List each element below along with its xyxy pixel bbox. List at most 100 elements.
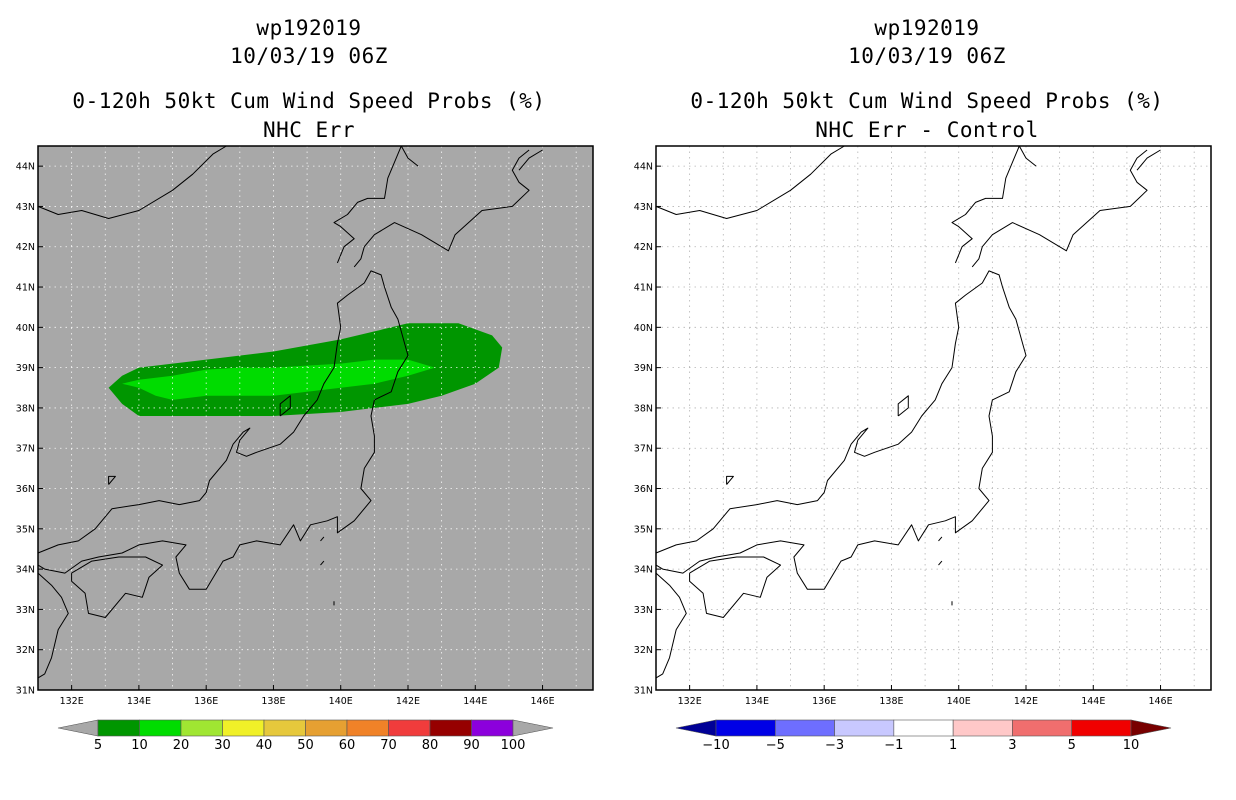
colorbar-label: 50 <box>297 738 314 753</box>
coastline-honshu <box>655 270 1027 590</box>
coastline-hokkaido <box>333 145 402 264</box>
lat-label: 40N <box>634 323 653 334</box>
colorbar-bin <box>388 719 431 737</box>
coastline-primorye <box>37 145 227 219</box>
colorbar-label: 5 <box>94 738 102 753</box>
panel-subtitle: NHC Err - Control <box>815 118 1039 142</box>
lat-label: 39N <box>16 363 35 374</box>
lat-label: 37N <box>634 444 653 455</box>
coastline-sakhalin <box>400 145 419 167</box>
colorbar-bin <box>1012 719 1073 737</box>
lat-label: 37N <box>16 444 35 455</box>
lat-label: 38N <box>634 403 653 414</box>
wind-prob-swath-10-20 <box>122 359 435 400</box>
coastline-primorye <box>655 145 845 219</box>
lat-label: 36N <box>634 484 653 495</box>
lat-label: 32N <box>634 645 653 656</box>
colorbar-label: −10 <box>702 738 729 753</box>
colorbar-label: 1 <box>949 738 957 753</box>
coastline-oki <box>726 475 734 485</box>
lat-label: 42N <box>634 242 653 253</box>
colorbar-label: 40 <box>256 738 273 753</box>
product-title: 0-120h 50kt Cum Wind Speed Probs (%) <box>690 89 1164 113</box>
lat-label: 31N <box>16 686 35 697</box>
coastline-kunashir <box>518 149 543 171</box>
colorbar-label: 60 <box>339 738 356 753</box>
colorbar-label: 10 <box>131 738 148 753</box>
coastline-hokkaido-se <box>971 149 1148 268</box>
colorbar-bin <box>305 719 348 737</box>
lon-label: 140E <box>947 696 971 707</box>
panel-subtitle: NHC Err <box>262 118 355 142</box>
lat-label: 41N <box>16 283 35 294</box>
colorbar-label: 90 <box>463 738 480 753</box>
colorbar-bin <box>774 719 835 737</box>
map-frame <box>37 145 594 691</box>
lat-label: 38N <box>16 403 35 414</box>
colorbar-label: 20 <box>173 738 190 753</box>
lat-label: 35N <box>16 524 35 535</box>
lat-label: 34N <box>16 565 35 576</box>
coastline-izu1 <box>320 536 325 542</box>
colorbar-bin <box>952 719 1013 737</box>
colorbar-bin <box>222 719 265 737</box>
coastline-kyushu <box>655 572 687 679</box>
colorbar-label: 3 <box>1008 738 1016 753</box>
colorbar-low-end <box>675 719 717 737</box>
coastline-hokkaido <box>951 145 1020 264</box>
coastline-kyushu <box>37 572 69 679</box>
lon-label: 138E <box>879 696 903 707</box>
colorbar-bin <box>834 719 895 737</box>
lon-label: 140E <box>329 696 353 707</box>
lat-label: 31N <box>634 686 653 697</box>
lat-label: 44N <box>634 162 653 173</box>
lon-label: 146E <box>530 696 554 707</box>
coastline-izu2 <box>938 560 943 566</box>
lat-label: 42N <box>16 242 35 253</box>
colorbar-bin <box>97 719 140 737</box>
coastline-izu2 <box>320 560 325 566</box>
colorbar-label: −1 <box>884 738 903 753</box>
lon-label: 132E <box>678 696 702 707</box>
lon-label: 138E <box>261 696 285 707</box>
panel-nhc-err: wp192019 10/03/19 06Z 0-120h 50kt Cum Wi… <box>16 16 594 753</box>
coastline-sado <box>897 395 909 417</box>
lat-label: 40N <box>16 323 35 334</box>
coastline-sado <box>279 395 291 417</box>
colorbar-label: 100 <box>501 738 526 753</box>
coastline-shikoku <box>689 556 781 618</box>
storm-id: wp192019 <box>874 16 980 40</box>
lon-label: 142E <box>396 696 420 707</box>
coastline-sakhalin <box>1018 145 1037 167</box>
colorbar-bin <box>893 719 954 737</box>
panel-nhc-err-control: wp192019 10/03/19 06Z 0-120h 50kt Cum Wi… <box>618 0 1236 800</box>
colorbar-bin <box>471 719 514 737</box>
lon-label: 144E <box>1081 696 1105 707</box>
lon-label: 146E <box>1148 696 1172 707</box>
coastline-kunashir <box>1136 149 1161 171</box>
lat-label: 32N <box>16 645 35 656</box>
coastline-hokkaido-se <box>353 149 530 268</box>
lat-label: 43N <box>634 202 653 213</box>
lat-label: 33N <box>634 605 653 616</box>
product-title: 0-120h 50kt Cum Wind Speed Probs (%) <box>72 89 546 113</box>
lon-label: 136E <box>812 696 836 707</box>
lat-label: 44N <box>16 162 35 173</box>
map-nhc-err: 44N 43N 42N 41N 40N 39N 38N 37N 36N 35N 34N 33N 32N 3… <box>16 145 594 753</box>
map-background <box>38 146 593 690</box>
colorbar-low-end <box>57 719 99 737</box>
lon-label: 144E <box>463 696 487 707</box>
valid-datetime: 10/03/19 06Z <box>230 44 388 68</box>
colorbar-bin <box>715 719 776 737</box>
lon-label: 142E <box>1014 696 1038 707</box>
colorbar-label: 10 <box>1123 738 1140 753</box>
lat-label: 36N <box>16 484 35 495</box>
colorbar-high-end <box>1130 719 1172 737</box>
lon-label: 134E <box>745 696 769 707</box>
valid-datetime: 10/03/19 06Z <box>848 44 1006 68</box>
colorbar-high-end <box>512 719 554 737</box>
lon-label: 134E <box>127 696 151 707</box>
colorbar-bin <box>139 719 182 737</box>
coastline-honshu <box>37 270 409 590</box>
colorbar-label: 80 <box>422 738 439 753</box>
